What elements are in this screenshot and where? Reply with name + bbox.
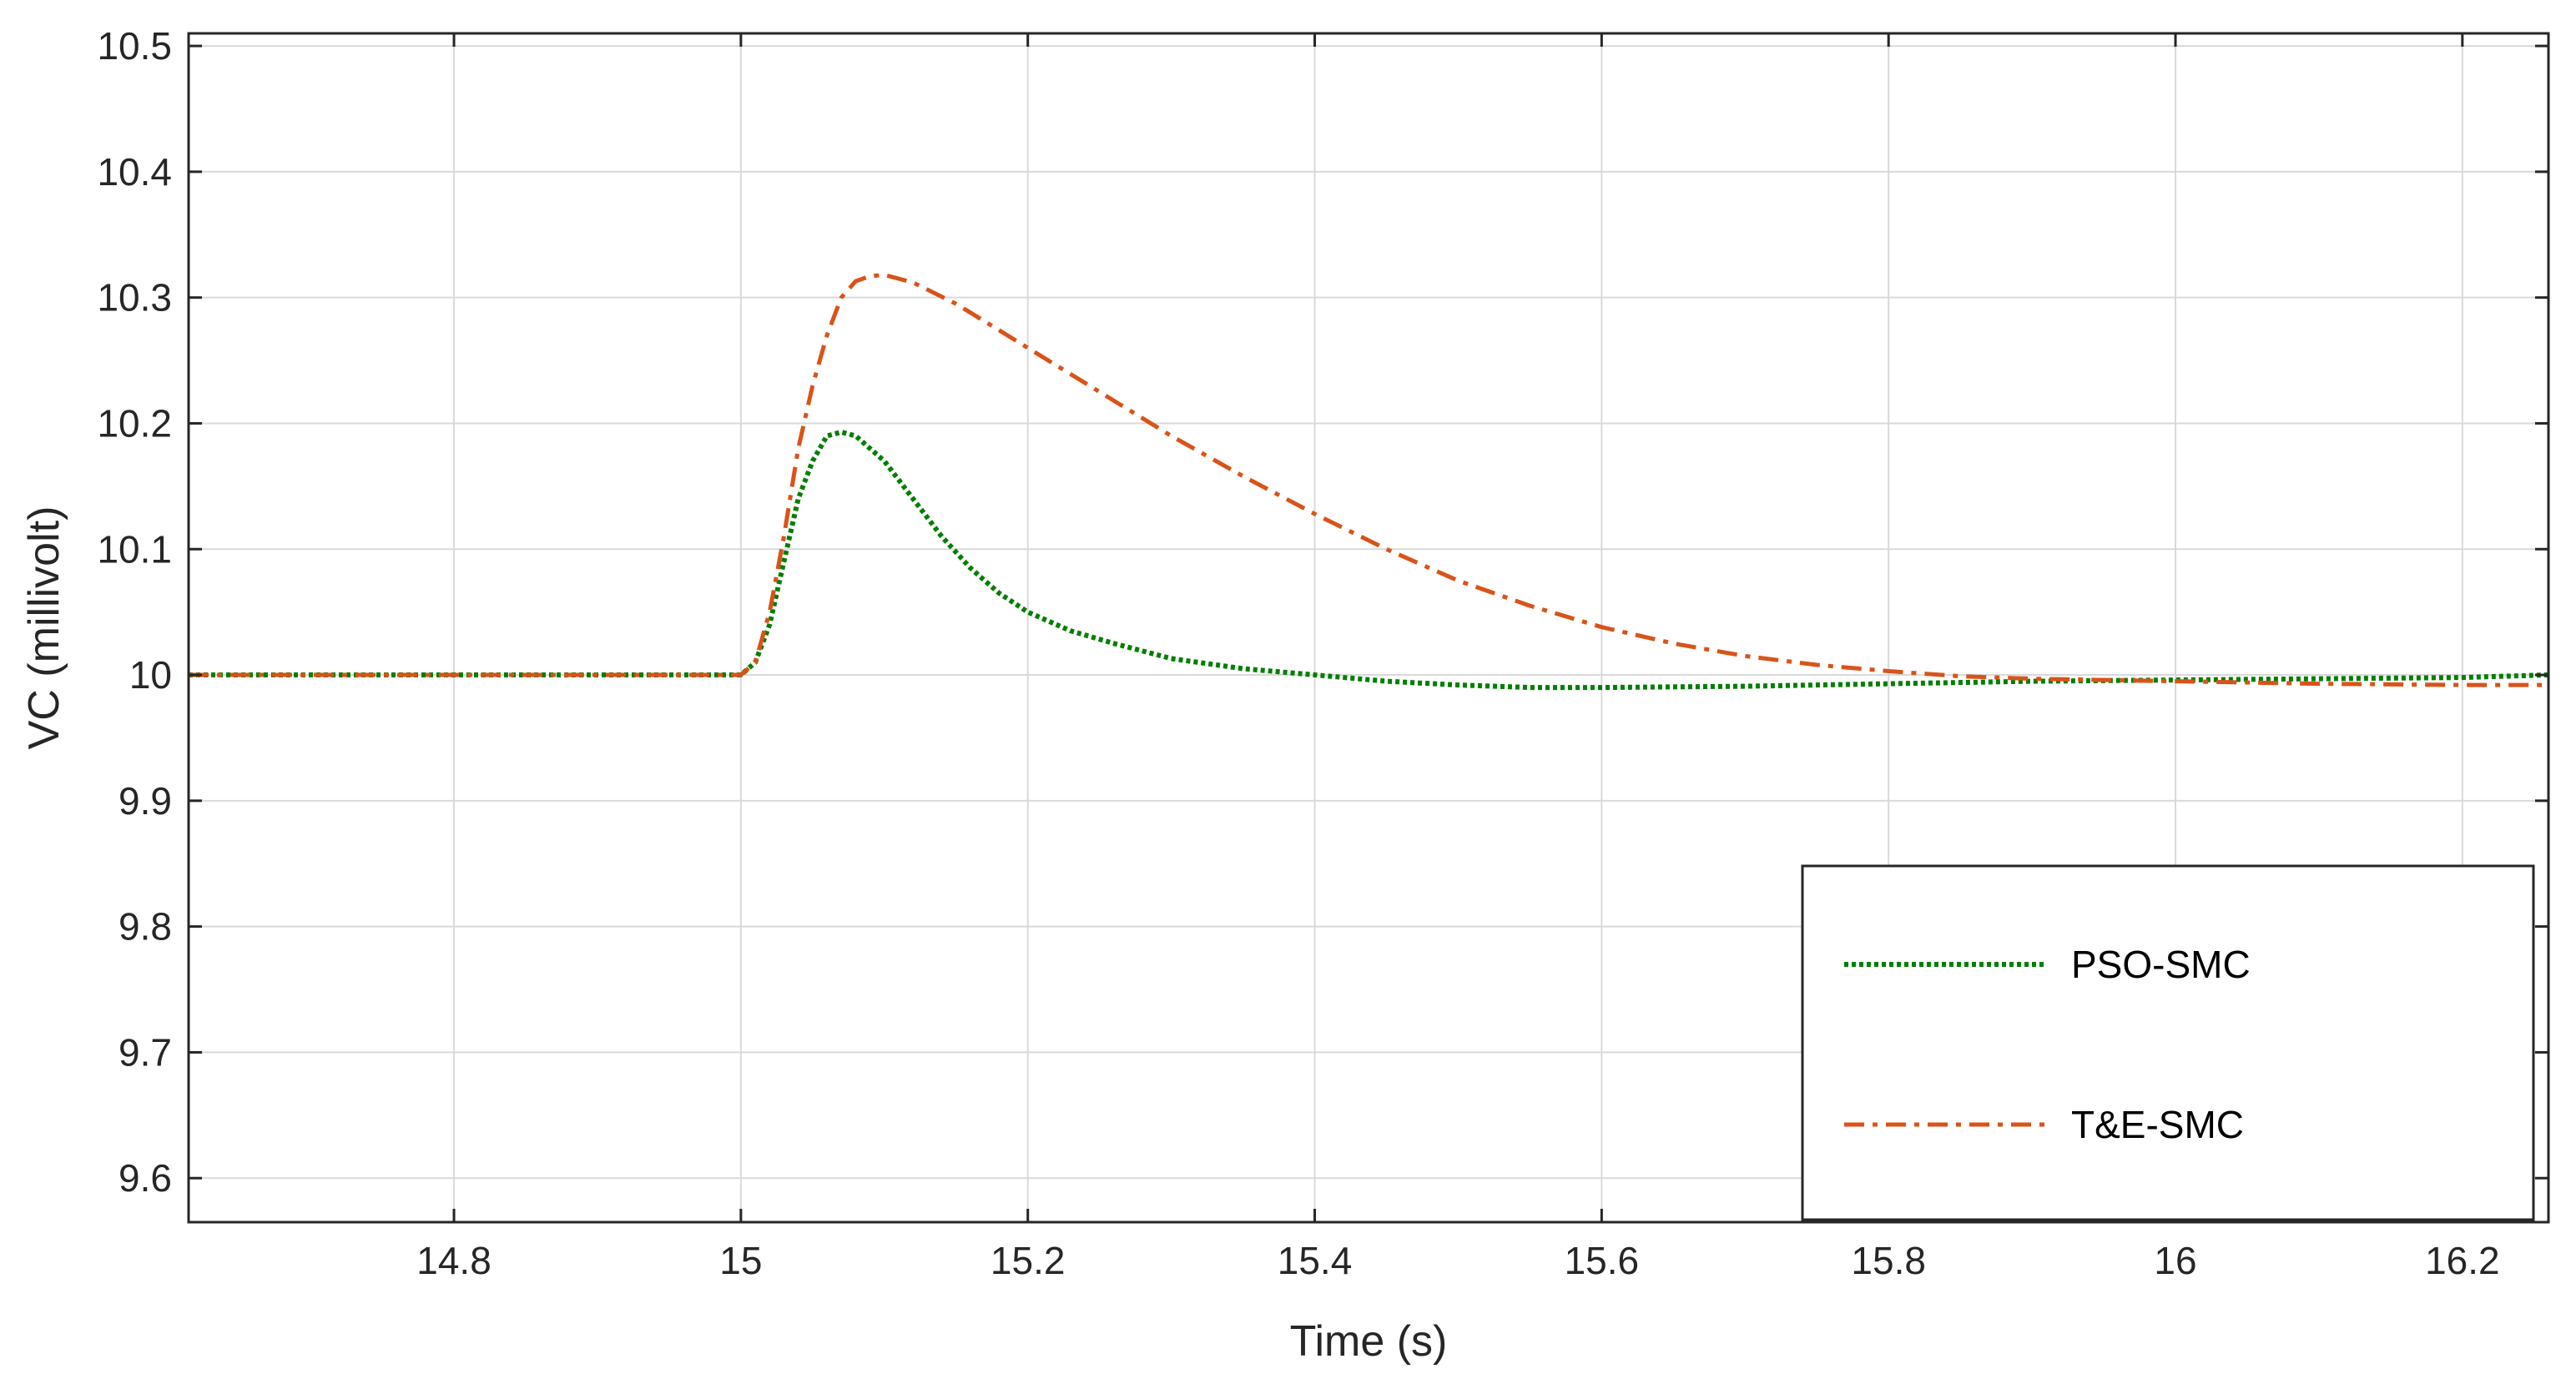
x-tick-label: 15: [719, 1239, 762, 1282]
y-tick-label: 10.2: [97, 401, 172, 445]
axis-ticks: 14.8 15 15.2 15.4 15.6 15.8 16 16.2 9.6 9.7 9.8 9.9…: [97, 24, 2548, 1282]
legend-box: [1801, 864, 2535, 1221]
y-tick-label: 10.4: [97, 150, 172, 194]
y-axis-title: VC (millivolt): [20, 506, 68, 750]
x-axis-title: Time (s): [1290, 1317, 1448, 1366]
series-lines: [189, 273, 2549, 691]
series-line-te-smc: [189, 273, 2548, 687]
y-tick-label: 10.1: [97, 527, 172, 571]
series-line-pso-smc: [189, 430, 2549, 691]
x-tick-label: 15.8: [1851, 1239, 1926, 1282]
legend-label-te-smc: T&E-SMC: [2071, 1103, 2244, 1146]
y-tick-label: 10.3: [97, 276, 172, 320]
x-tick-label: 15.4: [1278, 1239, 1353, 1282]
x-tick-label: 16.2: [2425, 1239, 2500, 1282]
x-tick-label: 15.6: [1565, 1239, 1640, 1282]
y-tick-label: 10: [129, 653, 172, 697]
y-tick-label: 9.6: [118, 1156, 172, 1200]
plot-area-frame: [187, 32, 2550, 1224]
legend: PSO-SMC T&E-SMC: [1801, 864, 2535, 1221]
y-tick-label: 9.7: [118, 1030, 172, 1074]
x-tick-label: 15.2: [991, 1239, 1066, 1282]
legend-label-pso-smc: PSO-SMC: [2071, 943, 2251, 986]
y-tick-label: 9.9: [118, 779, 172, 823]
x-tick-label: 14.8: [416, 1239, 492, 1282]
y-tick-label: 10.5: [97, 24, 172, 68]
y-tick-label: 9.8: [118, 905, 172, 949]
x-tick-label: 16: [2154, 1239, 2196, 1282]
